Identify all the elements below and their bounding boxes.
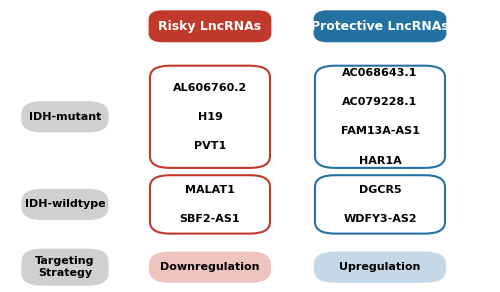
Text: AL606760.2: AL606760.2	[173, 83, 247, 93]
Text: DGCR5: DGCR5	[358, 185, 402, 195]
Text: PVT1: PVT1	[194, 141, 226, 151]
Text: IDH-wildtype: IDH-wildtype	[24, 199, 105, 209]
FancyBboxPatch shape	[22, 190, 107, 219]
Text: MALAT1: MALAT1	[185, 185, 235, 195]
Text: H19: H19	[198, 112, 222, 122]
Text: SBF2-AS1: SBF2-AS1	[180, 214, 240, 224]
Text: Targeting
Strategy: Targeting Strategy	[35, 256, 95, 278]
FancyBboxPatch shape	[315, 253, 445, 282]
Text: AC079228.1: AC079228.1	[342, 97, 417, 107]
FancyBboxPatch shape	[315, 12, 445, 41]
FancyBboxPatch shape	[315, 175, 445, 234]
FancyBboxPatch shape	[315, 66, 445, 168]
FancyBboxPatch shape	[150, 253, 270, 282]
Text: WDFY3-AS2: WDFY3-AS2	[343, 214, 417, 224]
FancyBboxPatch shape	[22, 250, 107, 285]
FancyBboxPatch shape	[150, 12, 270, 41]
FancyBboxPatch shape	[22, 102, 107, 131]
Text: Risky LncRNAs: Risky LncRNAs	[158, 20, 262, 33]
FancyBboxPatch shape	[150, 66, 270, 168]
Text: HAR1A: HAR1A	[358, 156, 402, 166]
Text: FAM13A-AS1: FAM13A-AS1	[340, 126, 419, 136]
FancyBboxPatch shape	[150, 175, 270, 234]
Text: AC068643.1: AC068643.1	[342, 68, 417, 78]
Text: Upregulation: Upregulation	[340, 262, 420, 272]
Text: Downregulation: Downregulation	[160, 262, 260, 272]
Text: Protective LncRNAs: Protective LncRNAs	[311, 20, 449, 33]
Text: IDH-mutant: IDH-mutant	[29, 112, 101, 122]
